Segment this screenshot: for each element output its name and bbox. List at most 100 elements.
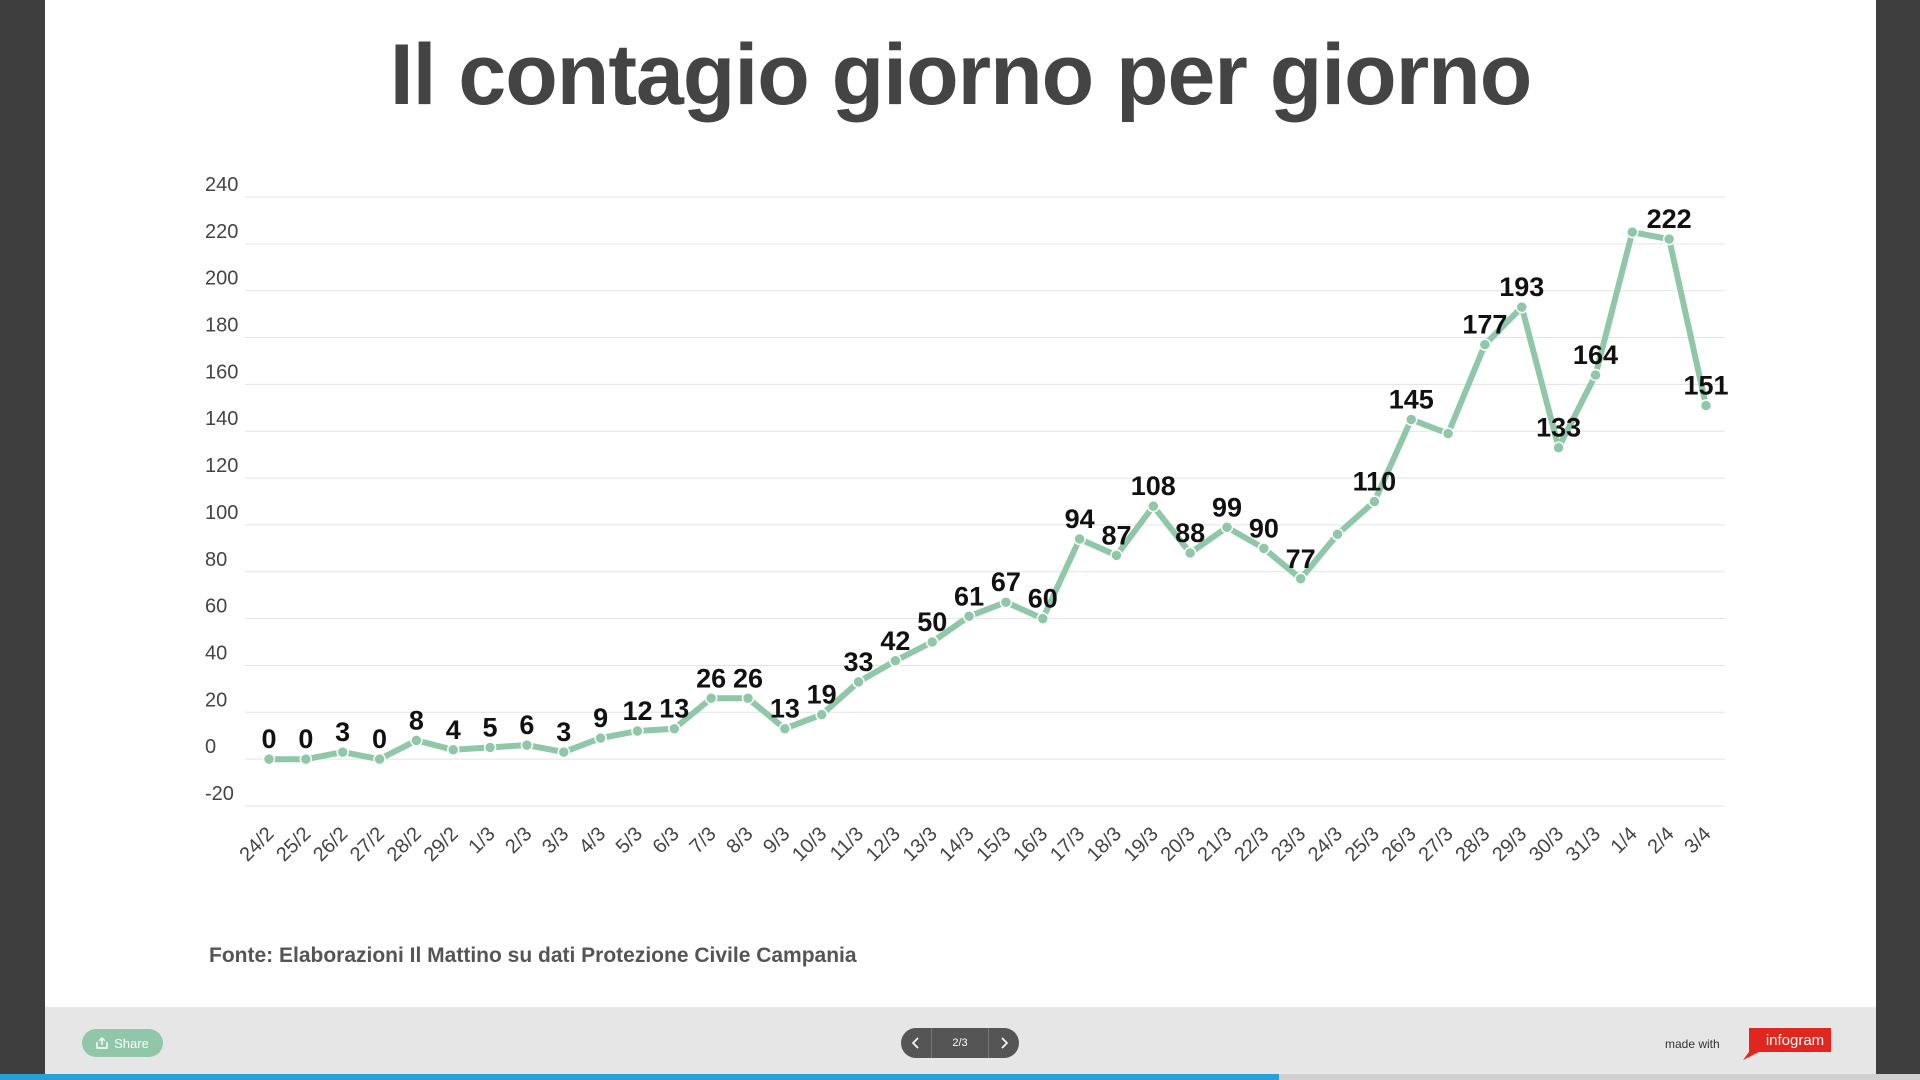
footer-bar: Share 2/3 made with infogram: [45, 1007, 1876, 1074]
data-point: [336, 745, 349, 759]
data-point: [962, 610, 976, 623]
infogram-logo[interactable]: infogram: [1741, 1026, 1832, 1061]
x-tick-label: 2/4: [1643, 823, 1678, 858]
data-label: 99: [1212, 492, 1242, 522]
data-label: 60: [1028, 584, 1058, 614]
x-tick-label: 9/3: [759, 823, 794, 858]
data-point: [1552, 441, 1565, 454]
data-label: 13: [770, 694, 800, 724]
data-label: 6: [519, 710, 534, 740]
source-note: Fonte: Elaborazioni Il Mattino su dati P…: [209, 944, 857, 967]
data-point: [1331, 528, 1344, 541]
progress-fill: [0, 1074, 1279, 1080]
data-label: 4: [446, 715, 461, 745]
x-tick-label: 4/3: [575, 823, 610, 858]
data-label: 0: [298, 724, 313, 754]
x-tick-label: 28/3: [1451, 823, 1494, 866]
y-tick-label: 100: [205, 502, 238, 524]
x-tick-label: 31/3: [1562, 823, 1605, 866]
data-point: [1699, 399, 1713, 412]
data-label: 0: [261, 724, 276, 754]
x-tick-label: 7/3: [685, 823, 720, 858]
share-label: Share: [114, 1035, 149, 1051]
next-page-button[interactable]: [989, 1028, 1019, 1058]
data-point: [373, 752, 386, 766]
x-tick-label: 29/2: [420, 823, 463, 866]
data-label: 9: [593, 703, 608, 733]
x-tick-label: 5/3: [612, 823, 647, 858]
data-point: [410, 734, 423, 747]
x-tick-label: 16/3: [1009, 823, 1052, 866]
data-label: 133: [1536, 413, 1581, 443]
progress-bar: [0, 1074, 1920, 1080]
prev-page-button[interactable]: [901, 1028, 931, 1058]
data-point: [1626, 225, 1639, 239]
data-label: 193: [1499, 272, 1544, 302]
data-label: 13: [659, 694, 689, 724]
data-point: [1404, 413, 1418, 426]
data-point: [1036, 612, 1050, 625]
data-label: 5: [483, 712, 498, 742]
x-tick-label: 30/3: [1525, 823, 1568, 866]
x-tick-label: 10/3: [788, 823, 831, 866]
x-tick-label: 1/4: [1607, 823, 1642, 858]
line-chart: -2002040608010012014016018020022024024/2…: [205, 174, 1729, 866]
data-label: 67: [991, 567, 1021, 597]
data-label: 3: [556, 717, 571, 747]
y-tick-label: 160: [205, 361, 238, 383]
data-point: [778, 722, 792, 735]
data-label: 94: [1065, 504, 1095, 534]
data-label: 77: [1286, 544, 1316, 574]
x-tick-label: 25/2: [272, 823, 315, 866]
y-tick-label: 120: [205, 455, 238, 477]
y-tick-label: 240: [205, 174, 238, 196]
x-tick-label: 1/3: [464, 823, 499, 858]
x-tick-label: 27/2: [346, 823, 389, 866]
data-label: 87: [1101, 520, 1131, 550]
data-label: 50: [917, 607, 947, 637]
x-tick-label: 13/3: [899, 823, 942, 866]
x-tick-label: 11/3: [826, 823, 868, 865]
data-point: [520, 738, 534, 752]
series-line: [266, 229, 1709, 763]
page-indicator: 2/3: [931, 1028, 989, 1058]
y-tick-label: 140: [205, 408, 238, 430]
x-tick-label: 26/2: [309, 823, 352, 866]
data-label: 88: [1175, 518, 1205, 548]
y-tick-label: 220: [205, 221, 238, 243]
x-tick-label: 29/3: [1488, 823, 1531, 866]
data-label: 177: [1462, 310, 1507, 340]
data-point: [262, 752, 276, 766]
x-tick-label: 28/2: [383, 823, 426, 866]
data-label: 33: [844, 647, 874, 677]
data-point: [1110, 549, 1123, 562]
data-label: 110: [1353, 467, 1397, 497]
data-point: [925, 635, 939, 649]
data-point: [852, 675, 865, 689]
share-icon: [96, 1037, 108, 1049]
data-point: [631, 724, 644, 738]
data-point: [1147, 499, 1160, 513]
pager: 2/3: [901, 1028, 1019, 1058]
x-tick-label: 17/3: [1046, 823, 1089, 866]
data-point: [594, 731, 607, 745]
x-tick-label: 6/3: [649, 823, 684, 858]
data-label: 19: [807, 680, 837, 710]
data-point: [1183, 546, 1197, 560]
y-tick-label: 60: [205, 596, 227, 618]
x-tick-label: 2/3: [501, 823, 536, 858]
y-tick-label: 180: [205, 315, 238, 337]
y-tick-label: 200: [205, 268, 238, 290]
data-point: [1294, 572, 1307, 586]
y-tick-label: 20: [205, 689, 227, 711]
data-point: [1257, 542, 1271, 555]
data-point: [668, 722, 681, 735]
data-point: [889, 654, 902, 668]
data-label: 3: [335, 717, 350, 747]
share-button[interactable]: Share: [82, 1029, 163, 1057]
made-with-label: made with: [1665, 1037, 1720, 1051]
x-tick-label: 24/2: [235, 823, 278, 866]
chevron-right-icon: [1001, 1037, 1009, 1049]
data-point: [1515, 300, 1529, 314]
data-point: [1441, 427, 1455, 440]
